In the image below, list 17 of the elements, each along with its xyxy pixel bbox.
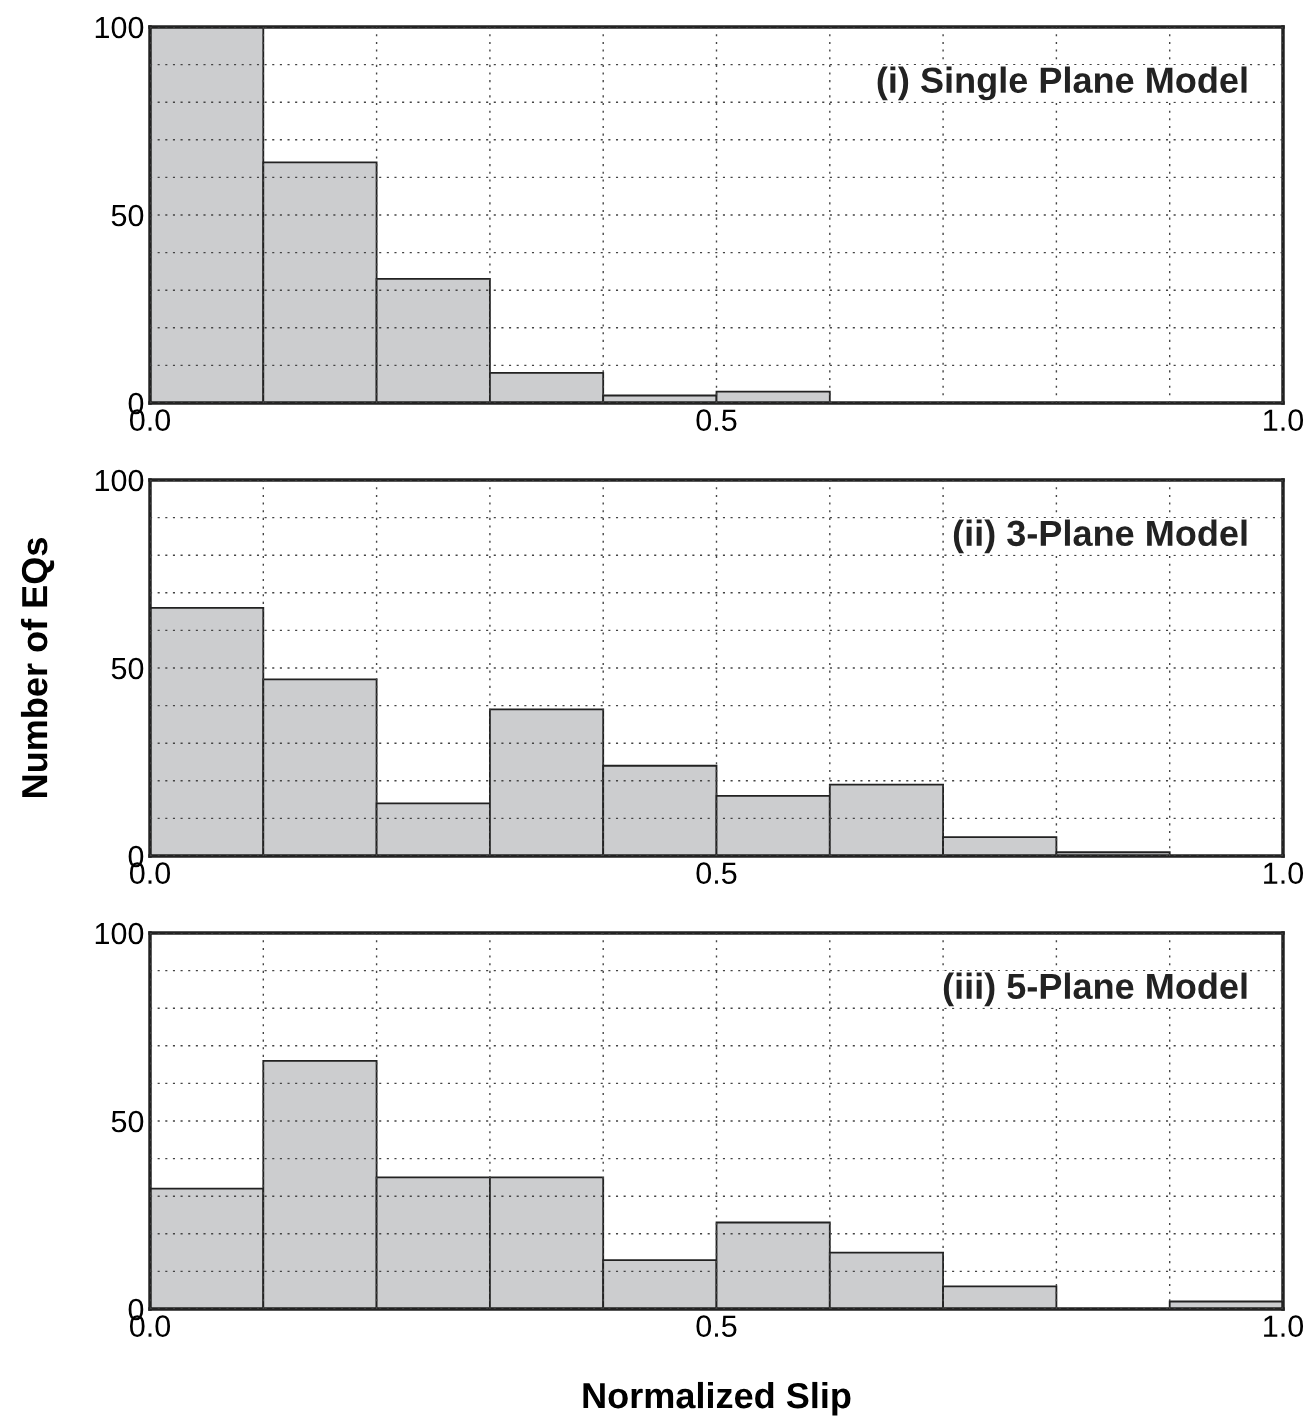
x-tick-label: 1.0	[1264, 1315, 1304, 1337]
annotation: (ii) 3-Plane Model	[953, 519, 1247, 554]
y-axis-title: Number of EQs	[20, 538, 55, 797]
x-axis-title: Normalized Slip	[583, 1381, 851, 1416]
x-tick-label: 1.0	[1264, 862, 1304, 884]
x-tick-label: 1.0	[1264, 409, 1304, 431]
y-tick-label: 50	[111, 204, 144, 227]
x-tick-label: 0.5	[696, 862, 737, 884]
annotation: (iii) 5-Plane Model	[943, 972, 1247, 1007]
y-tick-label: 100	[95, 922, 144, 945]
annotation: (i) Single Plane Model	[877, 66, 1247, 101]
y-tick-label: 100	[95, 16, 144, 39]
x-tick-label: 0.5	[696, 409, 737, 431]
y-tick-label: 50	[111, 657, 144, 680]
y-tick-label: 50	[111, 1110, 144, 1133]
x-tick-label: 0.5	[696, 1315, 737, 1337]
y-tick-label: 100	[95, 469, 144, 492]
